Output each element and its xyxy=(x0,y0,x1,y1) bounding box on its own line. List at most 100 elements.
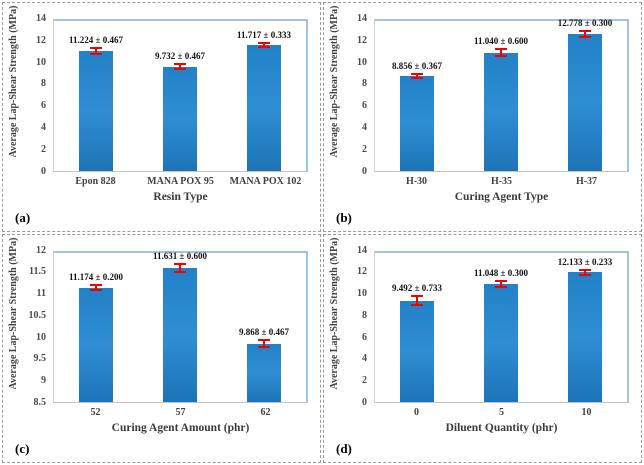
y-tick-label: 12 xyxy=(357,34,367,46)
x-tick-label: 10 xyxy=(581,407,592,418)
error-bar-cap xyxy=(258,42,270,45)
error-bar-cap xyxy=(411,77,423,80)
bar xyxy=(246,45,281,171)
y-axis-title: Average Lap-Shear Strength (MPa) xyxy=(329,237,340,389)
error-bar-cap xyxy=(411,72,423,75)
error-bar xyxy=(584,31,586,37)
x-tick-label: MANA POX 102 xyxy=(229,175,302,187)
bar xyxy=(483,284,518,402)
y-tick-label: 10 xyxy=(36,331,46,343)
chart-panel-a: Average Lap-Shear Strength (MPa) 0 2 4 6 8 10… xyxy=(2,2,321,232)
error-bar-cap xyxy=(174,271,186,274)
bar xyxy=(162,66,197,171)
bar-value-label: 11.631 ± 0.600 xyxy=(153,251,207,262)
y-tick-label: 2 xyxy=(41,143,46,155)
y-tick-label: 10 xyxy=(36,56,46,68)
y-tick-label: 6 xyxy=(362,100,367,112)
error-bar-cap xyxy=(411,295,423,298)
error-bar-cap xyxy=(495,47,507,50)
error-bar-cap xyxy=(579,269,591,272)
bar xyxy=(246,343,281,402)
bar-value-label: 11.717 ± 0.333 xyxy=(237,30,291,41)
bar xyxy=(399,75,434,171)
error-bar-cap xyxy=(90,46,102,49)
x-axis-category-labels: 52 57 62 xyxy=(53,403,308,420)
y-tick-label: 9.5 xyxy=(33,353,47,365)
panel-letter: (c) xyxy=(15,441,30,456)
error-bar xyxy=(263,339,265,348)
chart-area: Average Lap-Shear Strength (MPa) 0 2 4 6 8 10… xyxy=(328,5,637,176)
error-bar-cap xyxy=(90,289,102,292)
x-tick-label: Epon 828 xyxy=(75,175,116,187)
bar-value-label: 9.732 ± 0.467 xyxy=(155,50,205,61)
x-tick-label: MANA POX 95 xyxy=(147,175,214,187)
x-axis-title: Curing Agent Amount (phr) xyxy=(111,422,250,434)
bar xyxy=(399,300,434,402)
x-tick-label: 62 xyxy=(260,407,271,418)
y-tick-label: 2 xyxy=(362,375,367,387)
y-tick-label: 14 xyxy=(36,13,46,24)
plot-area: 11.224 ± 0.467 9.732 ± 0.467 11.717 ± 0.33… xyxy=(53,19,308,172)
error-bar xyxy=(95,47,97,54)
chart-area: Average Lap-Shear Strength (MPa) 0 2 4 6 8 10… xyxy=(328,237,637,408)
error-bar xyxy=(584,270,586,275)
y-tick-label: 14 xyxy=(357,244,367,256)
error-bar xyxy=(95,285,97,291)
error-bar xyxy=(416,73,418,79)
error-bar xyxy=(500,281,502,287)
error-bar-cap xyxy=(411,304,423,307)
y-axis-tick-labels: 0 2 4 6 8 10 12 14 xyxy=(20,14,50,177)
error-bar xyxy=(263,43,265,48)
x-axis-category-labels: 0 5 10 xyxy=(374,403,629,420)
x-tick-label: H-30 xyxy=(405,175,428,187)
error-bar xyxy=(179,264,181,273)
error-bar-cap xyxy=(495,55,507,58)
chart-area: Average Lap-Shear Strength (MPa) 8.5 9 9.5… xyxy=(7,237,316,408)
x-tick-label: 52 xyxy=(90,407,101,418)
bar xyxy=(567,34,602,171)
error-bar xyxy=(179,63,181,70)
chart-panel-c: Average Lap-Shear Strength (MPa) 8.5 9 9.5… xyxy=(2,233,321,463)
y-tick-label: 0 xyxy=(362,397,367,408)
bar xyxy=(78,287,113,402)
bar-value-label: 11.174 ± 0.200 xyxy=(69,272,123,283)
x-tick-label: 0 xyxy=(414,407,419,418)
y-axis-title: Average Lap-Shear Strength (MPa) xyxy=(8,237,19,389)
error-bar-cap xyxy=(90,52,102,55)
bar-value-label: 11.040 ± 0.600 xyxy=(474,35,528,46)
y-axis-title: Average Lap-Shear Strength (MPa) xyxy=(329,5,340,158)
x-axis-title: Resin Type xyxy=(153,190,208,203)
error-bar-cap xyxy=(258,346,270,349)
panel-letter: (d) xyxy=(336,441,352,456)
x-tick-label: 5 xyxy=(499,407,504,418)
chart-panel-b: Average Lap-Shear Strength (MPa) 0 2 4 6 8 10… xyxy=(323,2,642,232)
y-tick-label: 8 xyxy=(362,78,367,90)
error-bar-cap xyxy=(579,30,591,33)
bar-value-label: 12.778 ± 0.300 xyxy=(557,18,613,29)
panel-letter: (a) xyxy=(15,209,31,225)
plot-area: 11.174 ± 0.200 11.631 ± 0.600 9.868 ± 0.46… xyxy=(53,250,308,403)
y-tick-label: 9 xyxy=(41,375,46,387)
bar-value-label: 11.048 ± 0.300 xyxy=(474,268,528,279)
error-bar xyxy=(416,296,418,306)
error-bar-cap xyxy=(579,35,591,38)
y-tick-label: 2 xyxy=(362,143,367,155)
error-bar-cap xyxy=(174,263,186,266)
y-axis-title: Average Lap-Shear Strength (MPa) xyxy=(8,5,19,158)
y-tick-label: 4 xyxy=(41,121,46,133)
panel-letter: (b) xyxy=(336,209,352,225)
error-bar-cap xyxy=(495,285,507,288)
bar xyxy=(162,268,197,402)
x-axis-title: Diluent Quantity (phr) xyxy=(445,422,558,434)
y-tick-label: 6 xyxy=(362,331,367,343)
chart-panel-d: Average Lap-Shear Strength (MPa) 0 2 4 6 8 10… xyxy=(323,233,642,463)
y-tick-label: 12 xyxy=(357,266,367,278)
y-tick-label: 11.5 xyxy=(29,266,46,278)
y-tick-label: 10 xyxy=(357,56,367,68)
y-tick-label: 4 xyxy=(362,121,367,133)
bar xyxy=(483,52,518,171)
y-axis-tick-labels: 8.5 9 9.5 10 10.5 11 11.5 12 xyxy=(20,245,50,408)
plot-area: 9.492 ± 0.733 11.048 ± 0.300 12.133 ± 0.23… xyxy=(374,250,629,403)
error-bar-cap xyxy=(579,273,591,276)
